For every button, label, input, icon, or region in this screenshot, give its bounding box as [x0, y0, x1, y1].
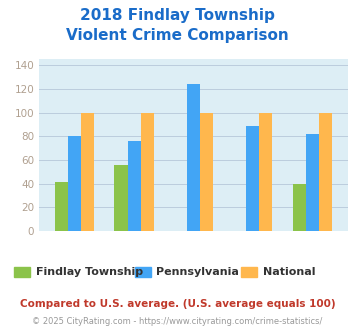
- Text: Findlay Township: Findlay Township: [36, 267, 143, 277]
- Bar: [68, 136, 81, 231]
- Text: Pennsylvania: Pennsylvania: [156, 267, 239, 277]
- Bar: [246, 126, 260, 231]
- Bar: [55, 182, 68, 231]
- Text: © 2025 CityRating.com - https://www.cityrating.com/crime-statistics/: © 2025 CityRating.com - https://www.city…: [32, 317, 323, 326]
- Bar: [187, 84, 200, 231]
- Bar: [200, 113, 213, 231]
- Text: 2018 Findlay Township: 2018 Findlay Township: [80, 8, 275, 23]
- Bar: [306, 134, 319, 231]
- Bar: [114, 165, 127, 231]
- Bar: [141, 113, 154, 231]
- Text: National: National: [263, 267, 315, 277]
- Bar: [260, 113, 273, 231]
- Bar: [127, 141, 141, 231]
- Bar: [319, 113, 332, 231]
- Text: Compared to U.S. average. (U.S. average equals 100): Compared to U.S. average. (U.S. average …: [20, 299, 335, 309]
- Bar: [81, 113, 94, 231]
- Bar: [293, 184, 306, 231]
- Text: Violent Crime Comparison: Violent Crime Comparison: [66, 28, 289, 43]
